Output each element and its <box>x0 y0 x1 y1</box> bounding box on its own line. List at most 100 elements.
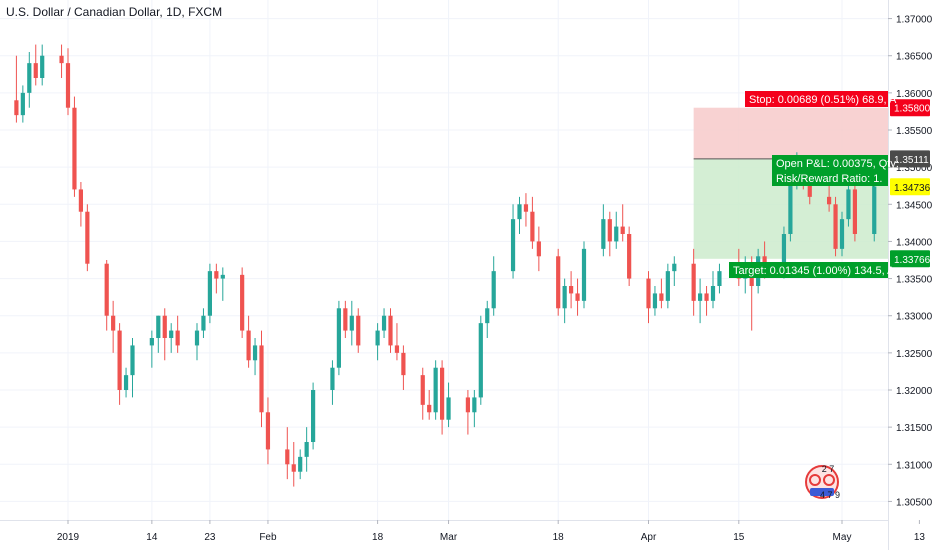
candle-body <box>220 274 225 279</box>
candle-body <box>85 211 90 264</box>
candle-body <box>781 234 787 272</box>
candle-body <box>214 271 219 279</box>
candle-body <box>517 204 522 220</box>
candle-body <box>646 278 651 309</box>
candle-body <box>704 293 709 301</box>
x-tick-label: 23 <box>204 532 216 543</box>
target-info-label-bg <box>729 262 888 278</box>
stop-price-tag-bg <box>890 99 930 117</box>
candle-body <box>78 189 83 212</box>
current-price-tag-label: 1.34736 <box>894 183 931 194</box>
candle-body <box>291 464 296 472</box>
candle-body <box>556 256 561 309</box>
candle-body <box>659 293 664 301</box>
candle-body <box>581 248 587 301</box>
candle-body <box>872 186 877 234</box>
candle-body <box>601 219 606 249</box>
y-tick-label: 1.35000 <box>896 163 932 174</box>
candle-body <box>446 397 451 420</box>
x-tick-label: 18 <box>372 532 384 543</box>
y-tick-label: 1.33500 <box>896 275 932 286</box>
candle-body <box>698 293 703 301</box>
y-tick-label: 1.32500 <box>896 349 932 360</box>
candle-body <box>252 345 258 361</box>
candle-body <box>440 367 445 420</box>
candle-body <box>530 211 535 242</box>
candle-body <box>349 315 354 331</box>
candle-body <box>717 271 722 286</box>
x-tick-label: Mar <box>440 532 458 543</box>
x-tick-label: May <box>833 532 852 543</box>
candle-body <box>478 323 483 398</box>
y-tick-label: 1.32000 <box>896 386 932 397</box>
stop-info-label: Stop: 0.00689 (0.51%) 68.9, A <box>749 94 897 106</box>
candle-body <box>240 274 245 331</box>
candle-body <box>381 315 387 331</box>
candle-body <box>194 330 200 346</box>
target-price-tag-bg <box>890 250 930 268</box>
candle-body <box>259 345 264 413</box>
stop-price-tag-label: 1.35800 <box>894 104 931 115</box>
candle-body <box>614 226 619 242</box>
candle-body <box>562 286 567 309</box>
candle-body <box>162 315 167 338</box>
x-tick-label: 18 <box>553 532 565 543</box>
entry-price-tag-bg <box>890 150 930 168</box>
candle-body <box>839 219 845 249</box>
candle-body <box>672 263 677 272</box>
y-tick-label: 1.31000 <box>896 460 932 471</box>
open-pnl-label-bg <box>772 155 888 171</box>
candle-body <box>523 204 529 212</box>
candle-body <box>788 174 793 234</box>
candle-body <box>420 375 425 405</box>
candle-body <box>575 293 580 301</box>
candle-body <box>20 92 25 116</box>
candle-body <box>607 219 612 242</box>
candle-body <box>117 330 122 390</box>
candle-body <box>627 234 632 279</box>
candle-body <box>104 263 109 316</box>
candle-body <box>130 345 135 376</box>
candle-body <box>65 63 71 108</box>
candle-body <box>298 456 303 472</box>
candle-body <box>807 182 812 197</box>
y-tick-label: 1.30500 <box>896 497 932 508</box>
candle-body <box>40 55 45 78</box>
candle-body <box>375 330 380 346</box>
candle-body <box>433 367 438 413</box>
logo-text-top: 2 7 <box>822 464 835 474</box>
candle-body <box>491 271 496 309</box>
candle-body <box>123 375 129 390</box>
candle-body <box>14 100 19 116</box>
candle-body <box>620 226 625 234</box>
candle-body <box>401 352 406 376</box>
candle-body <box>311 390 316 442</box>
x-tick-label: 14 <box>146 532 158 543</box>
candle-body <box>394 345 400 353</box>
candle-body <box>33 63 38 78</box>
candle-body <box>827 196 832 205</box>
candle-body <box>175 330 180 346</box>
candle-body <box>833 204 838 249</box>
candle-body <box>852 189 857 234</box>
y-tick-label: 1.34000 <box>896 237 932 248</box>
candle-body <box>111 315 116 331</box>
y-tick-label: 1.31500 <box>896 423 932 434</box>
y-tick-label: 1.34500 <box>896 200 932 211</box>
x-tick-label: 15 <box>733 532 745 543</box>
logo-glyph <box>809 474 821 486</box>
candle-body <box>330 367 335 390</box>
candle-body <box>388 315 393 346</box>
candle-body <box>536 241 541 257</box>
candle-body <box>169 330 174 338</box>
candle-body <box>485 308 490 324</box>
open-pnl-label: Open P&L: 0.00375, Qty: <box>776 158 899 170</box>
candle-body <box>285 449 290 465</box>
logo-glyph <box>823 474 835 486</box>
x-tick-label: 2019 <box>57 532 80 543</box>
current-price-tag-bg <box>890 178 930 196</box>
candle-body <box>265 412 271 450</box>
candle-body <box>710 286 716 301</box>
